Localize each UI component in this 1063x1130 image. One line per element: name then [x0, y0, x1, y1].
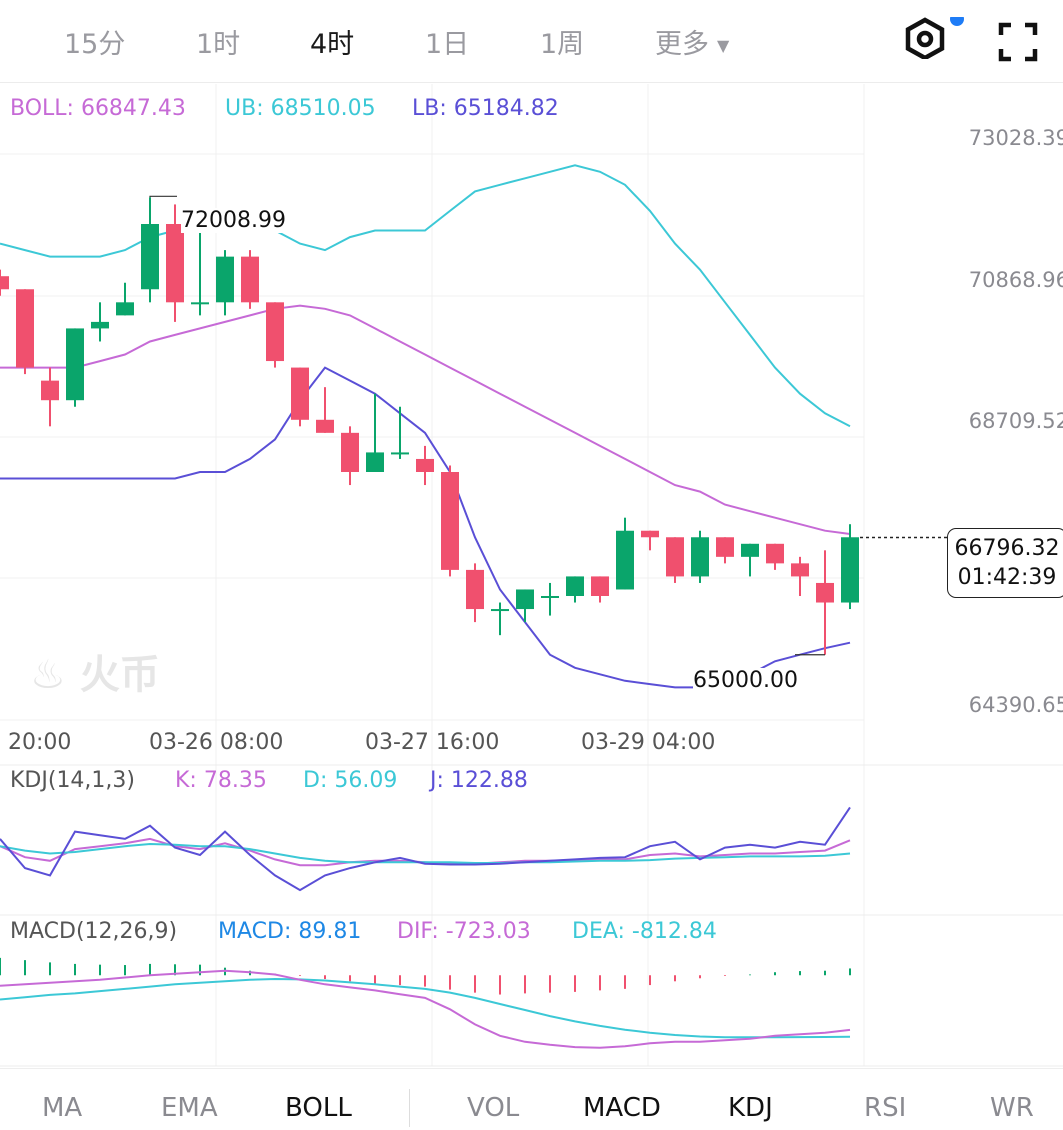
candle [716, 537, 734, 557]
candle [141, 224, 159, 290]
tab-wr[interactable]: WR [990, 1093, 1034, 1123]
tab-boll[interactable]: BOLL [285, 1093, 352, 1123]
candle [766, 543, 784, 564]
candle [16, 289, 34, 368]
candle [816, 582, 834, 603]
indicator-tab-bar: MA EMA BOLL VOL MACD KDJ RSI WR [0, 1068, 1063, 1130]
macd-value: MACD: 89.81 [218, 919, 362, 944]
time-axis-label: 03-29 04:00 [581, 730, 716, 755]
tab-1h[interactable]: 1时 [196, 29, 241, 60]
tab-1d[interactable]: 1日 [425, 29, 470, 60]
settings-icon[interactable] [903, 17, 965, 59]
price-axis-label: 73028.39 [968, 126, 1063, 150]
kdj-j-line [0, 806, 851, 892]
macd-dea-line [0, 977, 851, 1039]
candle [466, 569, 484, 610]
ub-value: UB: 68510.05 [225, 96, 376, 121]
candle [291, 367, 309, 420]
candle [641, 530, 659, 538]
boll-value: BOLL: 66847.43 [10, 96, 186, 121]
tab-ma[interactable]: MA [42, 1093, 83, 1123]
kdj-d-line [0, 842, 851, 864]
tab-macd[interactable]: MACD [583, 1093, 661, 1123]
candle [166, 224, 184, 303]
candle [416, 458, 434, 472]
countdown: 01:42:39 [957, 565, 1057, 590]
candle [41, 380, 59, 401]
divider [0, 82, 1063, 83]
tab-4h[interactable]: 4时 [310, 29, 355, 60]
tab-kdj[interactable]: KDJ [728, 1093, 773, 1123]
candle [741, 543, 759, 557]
tab-ema[interactable]: EMA [161, 1093, 218, 1123]
high-price-label: 72008.99 [181, 208, 286, 233]
candle [316, 419, 334, 433]
time-axis-label: 20:00 [8, 730, 72, 755]
macd-title: MACD(12,26,9) [10, 919, 178, 944]
kdj-k: K: 78.35 [175, 768, 267, 793]
tab-vol[interactable]: VOL [467, 1093, 520, 1123]
tab-more[interactable]: 更多 ▼ [655, 22, 729, 61]
candle [0, 276, 9, 290]
boll-lower-band [0, 366, 851, 689]
candle [666, 537, 684, 577]
tab-1w[interactable]: 1周 [540, 29, 585, 60]
candle [591, 576, 609, 596]
timeframe-bar: 15分 1时 4时 1日 1周 更多 ▼ [0, 0, 1063, 82]
candle [616, 530, 634, 590]
candle [541, 596, 559, 598]
macd-dif-line [0, 969, 851, 1049]
candle [366, 452, 384, 472]
price-axis-label: 70868.96 [968, 268, 1063, 292]
time-axis-label: 03-26 08:00 [149, 730, 284, 755]
candle [241, 256, 259, 303]
candle [341, 432, 359, 472]
candle [441, 472, 459, 570]
caret-down-icon: ▼ [717, 36, 730, 55]
time-axis-label: 03-27 16:00 [365, 730, 500, 755]
tab-15m[interactable]: 15分 [64, 29, 126, 60]
candle [216, 256, 234, 303]
tab-rsi[interactable]: RSI [864, 1093, 907, 1123]
watermark-logo: ♨ 火币 [30, 652, 160, 698]
candle [91, 321, 109, 329]
candle [191, 302, 209, 305]
kdj-d: D: 56.09 [303, 768, 398, 793]
dif-value: DIF: -723.03 [397, 919, 531, 944]
fullscreen-icon[interactable] [998, 22, 1038, 62]
candle [66, 328, 84, 401]
current-price-tag: 66796.32 01:42:39 [947, 528, 1063, 598]
candle [691, 537, 709, 577]
boll-middle-band [0, 304, 851, 535]
kdj-j: J: 122.88 [430, 768, 528, 793]
watermark-text: 火币 [79, 652, 160, 698]
candle [791, 563, 809, 577]
candle [516, 589, 534, 610]
divider [409, 1089, 410, 1127]
kdj-k-line [0, 837, 851, 867]
candle [116, 302, 134, 316]
candle [841, 537, 859, 603]
high-marker-line [149, 195, 177, 198]
notification-dot [950, 17, 964, 26]
candle [491, 609, 509, 612]
candle [391, 452, 409, 455]
lb-value: LB: 65184.82 [412, 96, 559, 121]
price-axis-label: 64390.65 [968, 693, 1063, 717]
price-axis-label: 68709.52 [968, 409, 1063, 433]
dea-value: DEA: -812.84 [572, 919, 717, 944]
more-label: 更多 [655, 29, 709, 60]
candle [566, 576, 584, 596]
candle [266, 302, 284, 362]
kdj-title: KDJ(14,1,3) [10, 768, 135, 793]
kline-chart[interactable] [0, 0, 1063, 1068]
current-price: 66796.32 [954, 536, 1060, 561]
low-price-label: 65000.00 [693, 668, 798, 693]
